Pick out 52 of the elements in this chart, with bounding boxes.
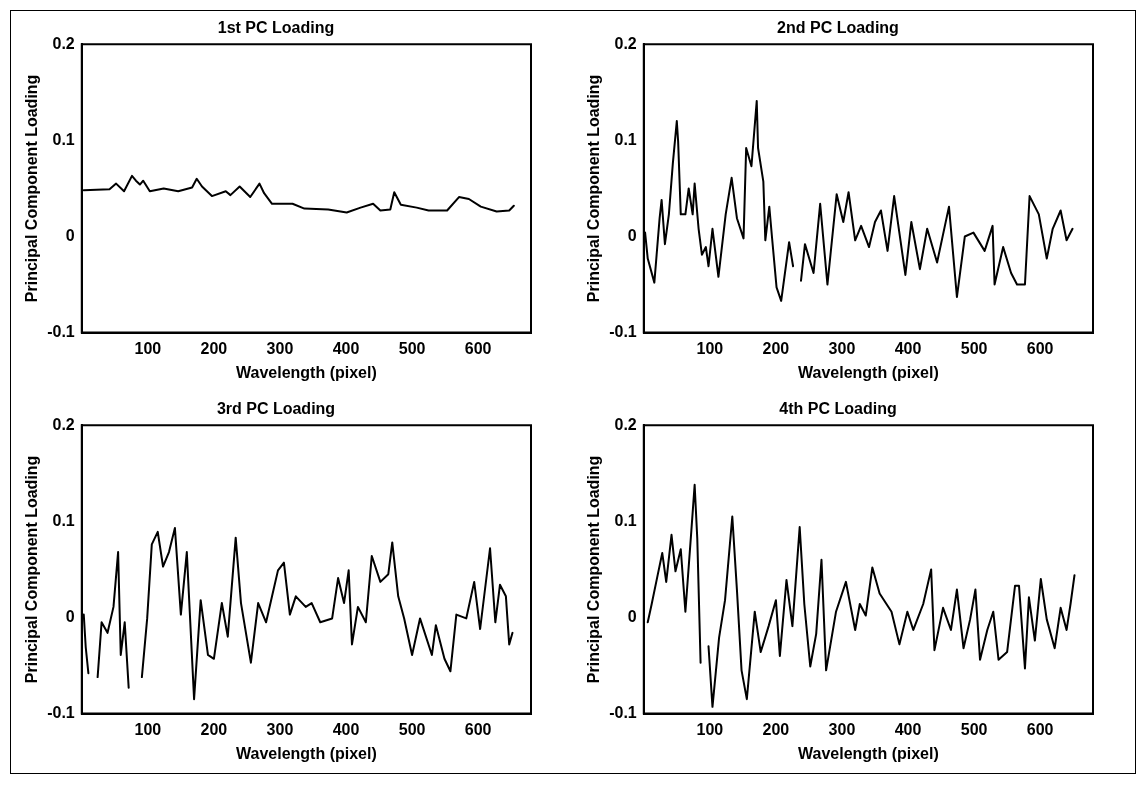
chart-title: 1st PC Loading <box>217 19 335 37</box>
y-tick-label: 0.1 <box>52 511 75 529</box>
x-axis-title: Wavelength (pixel) <box>798 363 939 381</box>
x-tick-label: 100 <box>696 339 724 357</box>
x-tick-label: 300 <box>828 720 856 738</box>
y-tick-label: -0.1 <box>47 323 75 341</box>
y-tick-label: 0.1 <box>52 130 75 148</box>
chart-title: 4th PC Loading <box>779 400 897 418</box>
x-tick-label: 600 <box>1026 339 1054 357</box>
x-tick-label: 600 <box>1026 720 1054 738</box>
x-tick-label: 300 <box>266 339 294 357</box>
x-tick-label: 400 <box>332 720 360 738</box>
y-tick-label: 0.2 <box>614 34 637 52</box>
y-tick-label: -0.1 <box>609 704 637 722</box>
x-tick-label: 600 <box>464 720 492 738</box>
x-tick-label: 200 <box>200 339 228 357</box>
x-tick-label: 200 <box>762 339 790 357</box>
y-tick-label: -0.1 <box>47 704 75 722</box>
x-axis-title: Wavelength (pixel) <box>236 744 377 762</box>
x-tick-label: 100 <box>134 339 162 357</box>
y-tick-label: 0 <box>627 226 637 244</box>
x-tick-label: 500 <box>398 720 426 738</box>
y-tick-label: 0.2 <box>614 415 637 433</box>
y-tick-label: -0.1 <box>609 323 637 341</box>
x-tick-label: 500 <box>960 339 988 357</box>
x-tick-label: 300 <box>828 339 856 357</box>
x-tick-label: 400 <box>894 720 922 738</box>
x-tick-label: 100 <box>696 720 724 738</box>
x-tick-label: 500 <box>960 720 988 738</box>
x-tick-label: 300 <box>266 720 294 738</box>
chart-title: 3rd PC Loading <box>216 400 336 418</box>
y-axis-title: Principal Component Loading <box>23 74 41 303</box>
x-tick-label: 200 <box>762 720 790 738</box>
x-tick-label: 100 <box>134 720 162 738</box>
y-tick-label: 0 <box>627 607 637 625</box>
x-tick-label: 600 <box>464 339 492 357</box>
y-axis-title: Principal Component Loading <box>23 455 41 684</box>
y-tick-label: 0 <box>65 607 75 625</box>
x-tick-label: 200 <box>200 720 228 738</box>
x-axis-title: Wavelength (pixel) <box>798 744 939 762</box>
y-axis-title: Principal Component Loading <box>585 455 603 684</box>
x-tick-label: 400 <box>894 339 922 357</box>
y-tick-label: 0.2 <box>52 415 75 433</box>
y-tick-label: 0.1 <box>614 130 637 148</box>
x-tick-label: 400 <box>332 339 360 357</box>
x-axis-title: Wavelength (pixel) <box>236 363 377 381</box>
y-axis-title: Principal Component Loading <box>585 74 603 303</box>
x-tick-label: 500 <box>398 339 426 357</box>
y-tick-label: 0 <box>65 226 75 244</box>
y-tick-label: 0.2 <box>52 34 75 52</box>
chart-title: 2nd PC Loading <box>777 19 899 37</box>
y-tick-label: 0.1 <box>614 511 637 529</box>
